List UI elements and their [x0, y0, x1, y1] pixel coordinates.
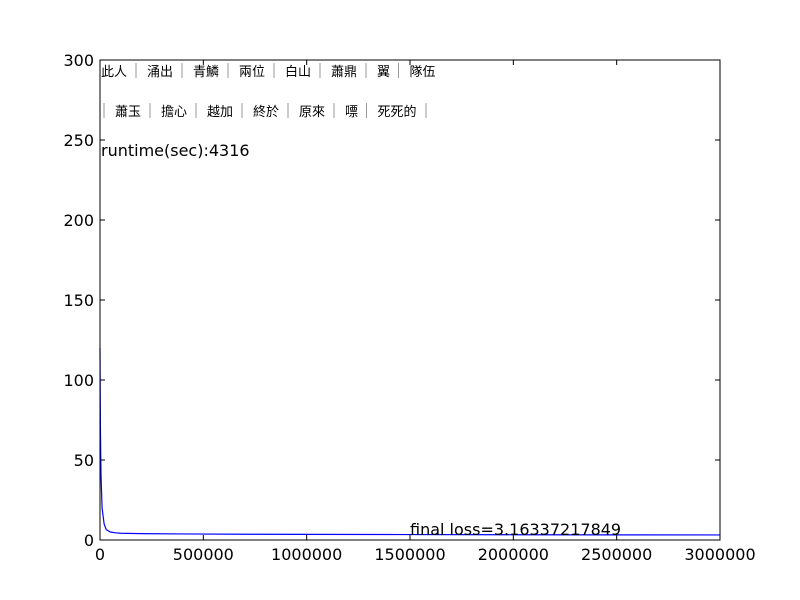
- y-tick-label: 50: [74, 451, 94, 470]
- x-tick-label: 1500000: [374, 545, 445, 564]
- token-text: 青鱗: [193, 65, 219, 80]
- token-text: 此人: [101, 65, 127, 80]
- token-text: 涌出: [147, 65, 173, 80]
- y-tick-label: 300: [63, 51, 94, 70]
- token-text: 白山: [285, 64, 311, 80]
- x-tick-label: 500000: [173, 545, 234, 564]
- token-text: 擔心: [161, 105, 187, 120]
- x-tick-label: 2500000: [581, 545, 652, 564]
- plot-frame: [99, 59, 721, 541]
- loss-series-line: [99, 347, 721, 536]
- token-text: 越加: [207, 105, 233, 120]
- y-tick-label: 150: [63, 291, 94, 310]
- series-layer: [99, 347, 721, 536]
- final-loss-annotation: final loss=3.16337217849: [410, 520, 621, 539]
- token-text: 嘌: [345, 105, 358, 120]
- ticks-layer: 0 500000 1000000 1500000 2000000 2500000 30000…: [63, 51, 755, 564]
- runtime-annotation: runtime(sec):4316: [101, 141, 250, 160]
- y-tick-label: 0: [84, 531, 94, 550]
- x-tick-label: 3000000: [684, 545, 755, 564]
- token-text: 兩位: [239, 65, 265, 80]
- token-text: 死死的: [378, 104, 417, 120]
- x-tick-label: 1000000: [271, 545, 342, 564]
- token-text: 原來: [299, 105, 325, 120]
- y-tick-label: 100: [63, 371, 94, 390]
- y-tick-label: 200: [63, 211, 94, 230]
- x-tick-label: 2000000: [478, 545, 549, 564]
- token-text: 隊伍: [410, 64, 436, 80]
- token-text: 蕭玉: [115, 105, 141, 120]
- token-text: 終於: [253, 104, 279, 120]
- token-text: 蕭鼎: [331, 65, 357, 80]
- x-tick-label: 0: [95, 545, 105, 564]
- token-text: 翼: [377, 65, 390, 80]
- y-tick-label: 250: [63, 131, 94, 150]
